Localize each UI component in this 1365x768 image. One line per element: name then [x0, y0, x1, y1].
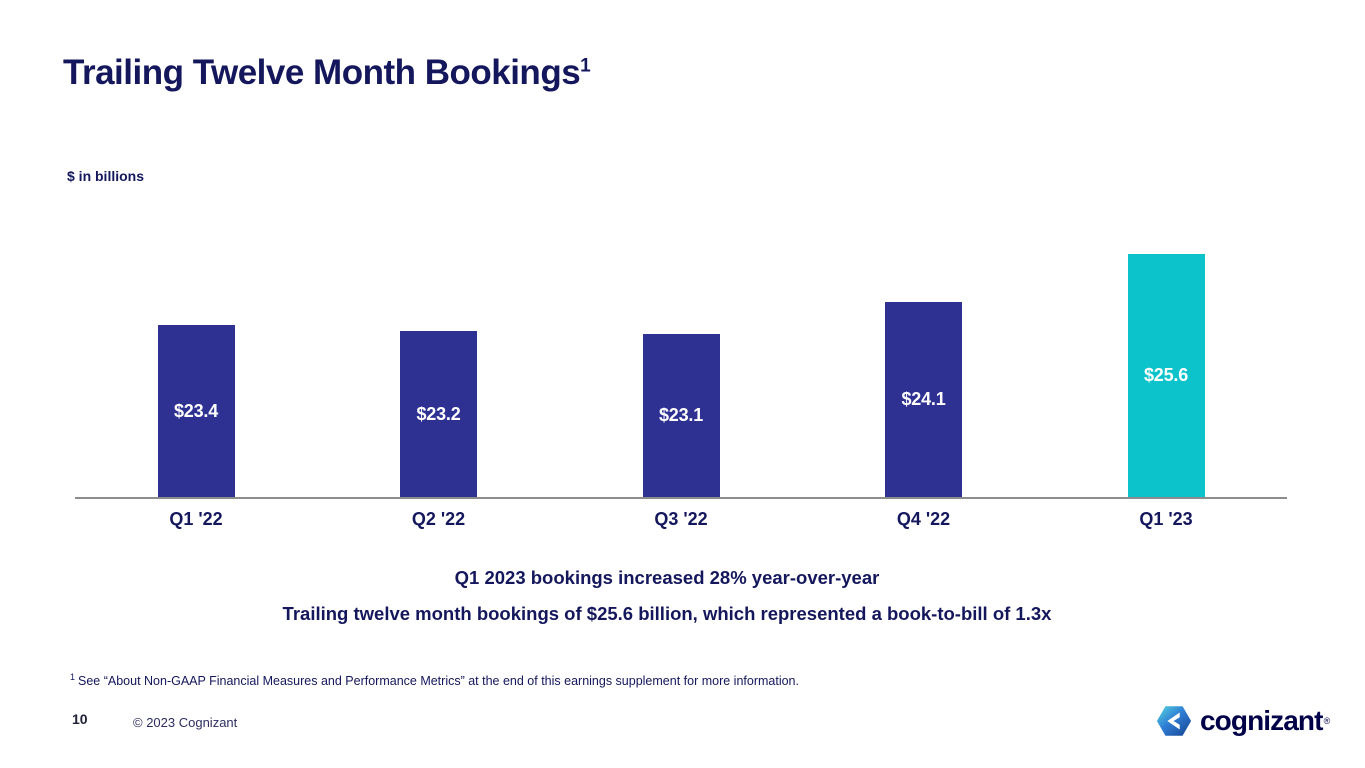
page-title: Trailing Twelve Month Bookings1: [63, 53, 591, 93]
x-axis-label: Q2 '22: [411, 509, 466, 529]
bar-chart: $23.4 Q1 '22 $23.2 Q2 '22 $23.1 Q3 '22 $24.1 Q4…: [75, 200, 1287, 529]
caption-block: Q1 2023 bookings increased 28% year-over…: [0, 567, 1334, 625]
chart-bar: $25.6: [1127, 254, 1205, 497]
x-axis-label: Q4 '22: [896, 509, 951, 529]
page-title-text: Trailing Twelve Month Bookings: [63, 53, 581, 92]
bar-value-label: $24.1: [901, 389, 946, 409]
footnote-marker: 1: [70, 671, 76, 682]
bar-value-label: $23.2: [416, 403, 461, 424]
bar-value-label: $23.4: [173, 400, 219, 421]
x-axis-label: Q3 '22: [654, 509, 708, 529]
registered-trademark-symbol: ®: [1323, 716, 1331, 726]
chart-bar: $23.1: [642, 334, 720, 497]
chart-bar: $23.2: [400, 331, 477, 497]
units-label: $ in billions: [67, 168, 145, 184]
x-axis-label: Q1 '22: [169, 509, 223, 529]
page-number: 10: [72, 711, 88, 727]
x-axis-label: Q1 '23: [1139, 509, 1193, 529]
chart-bar: $24.1: [885, 302, 962, 497]
caption-line-2: Trailing twelve month bookings of $25.6 …: [282, 603, 1052, 624]
title-footnote-marker: 1: [580, 55, 591, 77]
chart-bar: $23.4: [157, 325, 235, 497]
footnote-text: See “About Non-GAAP Financial Measures a…: [78, 674, 799, 688]
cognizant-wordmark: cognizant: [1200, 705, 1323, 736]
cognizant-hexagon-icon: [1156, 706, 1192, 736]
bar-value-label: $23.1: [658, 405, 704, 425]
footnote: 1 See “About Non-GAAP Financial Measures …: [70, 671, 799, 688]
cognizant-logo: cognizant ®: [1155, 702, 1330, 740]
bar-value-label: $25.6: [1143, 365, 1189, 385]
copyright: © 2023 Cognizant: [133, 715, 238, 730]
caption-line-1: Q1 2023 bookings increased 28% year-over…: [454, 567, 880, 588]
